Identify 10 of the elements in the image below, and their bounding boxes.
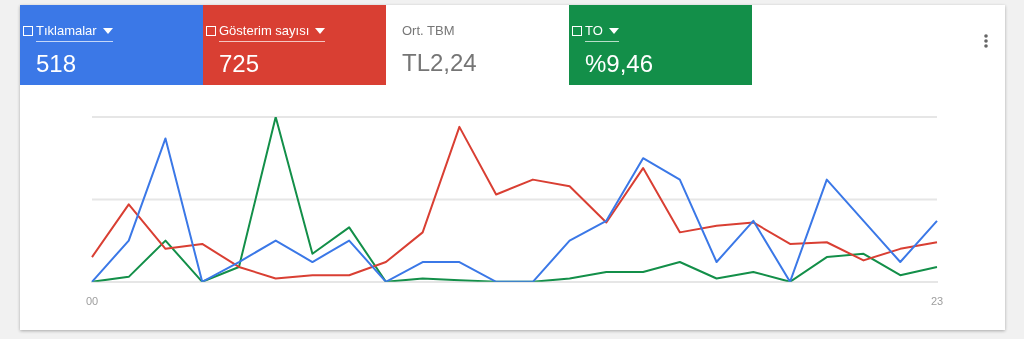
text: 725 xyxy=(219,50,261,78)
text: 518 xyxy=(36,50,78,78)
text: Ort. TBM xyxy=(402,23,455,38)
text: %9,46 xyxy=(585,50,655,78)
legend-label: Gösterim sayısı xyxy=(219,23,310,38)
x-tick-label: 00 xyxy=(85,295,99,308)
legend-label: Tıklamalar xyxy=(36,23,97,38)
x-tick-label: 23 xyxy=(930,295,944,308)
text: TL2,24 xyxy=(402,49,478,77)
legend-label: TO xyxy=(585,23,603,38)
